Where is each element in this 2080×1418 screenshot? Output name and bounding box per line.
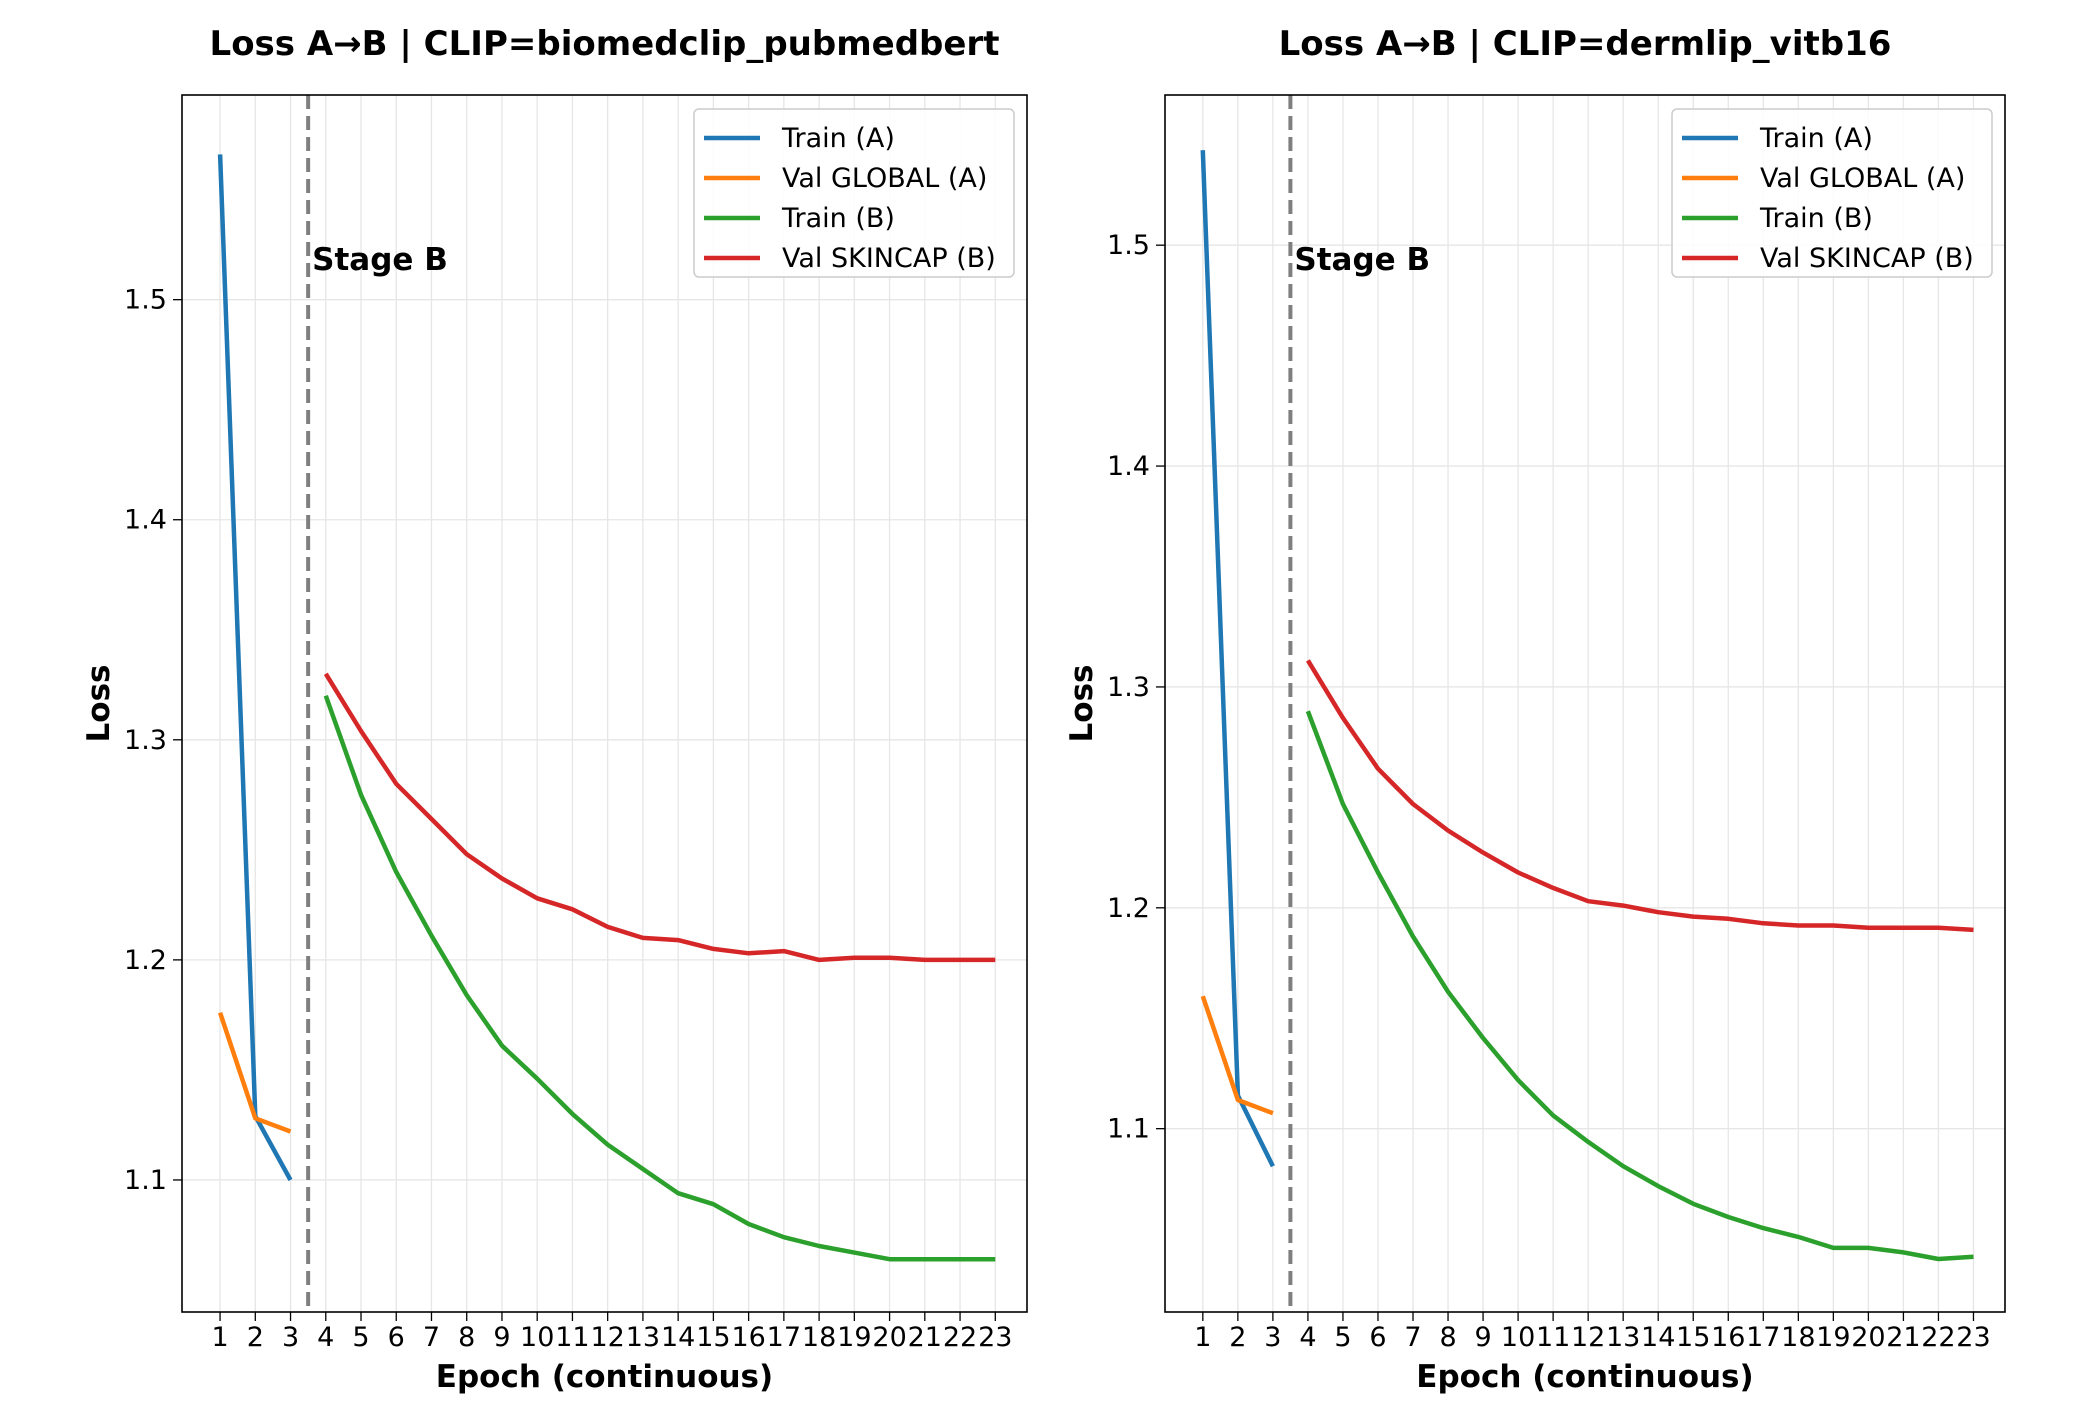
x-tick-label: 7	[423, 1322, 440, 1353]
x-tick-label: 8	[458, 1322, 475, 1353]
x-tick-label: 21	[908, 1322, 942, 1353]
x-tick-label: 23	[978, 1322, 1012, 1353]
y-tick-label: 1.3	[1107, 672, 1150, 703]
legend-label: Val SKINCAP (B)	[1760, 243, 1974, 274]
legend-label: Val SKINCAP (B)	[782, 243, 996, 274]
x-tick-label: 20	[872, 1322, 906, 1353]
x-tick-label: 10	[520, 1322, 554, 1353]
x-tick-label: 1	[1194, 1322, 1211, 1353]
x-tick-label: 14	[1641, 1322, 1675, 1353]
legend: Train (A) Val GLOBAL (A) Train (B) Val SKIN…	[1672, 109, 1992, 277]
legend-label: Val GLOBAL (A)	[782, 163, 987, 194]
y-tick-label: 1.3	[124, 725, 167, 756]
x-tick-label: 3	[1264, 1322, 1281, 1353]
x-tick-label: 7	[1404, 1322, 1421, 1353]
x-tick-label: 2	[247, 1322, 264, 1353]
x-tick-label: 12	[590, 1322, 624, 1353]
x-tick-label: 15	[1676, 1322, 1710, 1353]
legend-label: Train (B)	[1759, 203, 1873, 234]
legend-label: Train (A)	[1759, 123, 1873, 154]
x-tick-label: 15	[696, 1322, 730, 1353]
legend-label: Val GLOBAL (A)	[1760, 163, 1965, 194]
x-tick-label: 11	[555, 1322, 589, 1353]
x-tick-label: 18	[802, 1322, 836, 1353]
x-tick-label: 23	[1956, 1322, 1990, 1353]
x-axis-label: Epoch (continuous)	[436, 1359, 773, 1395]
y-tick-label: 1.5	[124, 285, 167, 316]
x-tick-label: 5	[1334, 1322, 1351, 1353]
x-tick-label: 21	[1886, 1322, 1920, 1353]
x-tick-label: 16	[1711, 1322, 1745, 1353]
chart-title: Loss A→B | CLIP=biomedclip_pubmedbert	[210, 24, 1000, 64]
x-tick-label: 10	[1501, 1322, 1535, 1353]
legend-label: Train (A)	[781, 123, 895, 154]
x-tick-label: 16	[731, 1322, 765, 1353]
legend-label: Train (B)	[781, 203, 895, 234]
x-tick-label: 4	[1299, 1322, 1316, 1353]
x-tick-label: 19	[837, 1322, 871, 1353]
x-tick-label: 12	[1571, 1322, 1605, 1353]
y-tick-label: 1.1	[1107, 1114, 1150, 1145]
x-tick-label: 22	[943, 1322, 977, 1353]
y-tick-label: 1.1	[124, 1165, 167, 1196]
x-tick-label: 8	[1439, 1322, 1456, 1353]
y-tick-label: 1.2	[124, 945, 167, 976]
legend: Train (A) Val GLOBAL (A) Train (B) Val SKIN…	[694, 109, 1014, 277]
stage-boundary-label: Stage B	[312, 242, 448, 278]
y-axis-label: Loss	[1064, 665, 1100, 743]
x-tick-label: 9	[493, 1322, 510, 1353]
x-tick-label: 3	[282, 1322, 299, 1353]
y-tick-label: 1.2	[1107, 893, 1150, 924]
x-tick-label: 2	[1229, 1322, 1246, 1353]
x-axis-label: Epoch (continuous)	[1416, 1359, 1753, 1395]
x-tick-label: 4	[317, 1322, 334, 1353]
y-tick-label: 1.4	[1107, 451, 1150, 482]
x-tick-label: 1	[211, 1322, 228, 1353]
x-tick-label: 9	[1474, 1322, 1491, 1353]
x-tick-label: 6	[1369, 1322, 1386, 1353]
x-tick-label: 18	[1781, 1322, 1815, 1353]
x-tick-label: 20	[1851, 1322, 1885, 1353]
x-tick-label: 5	[352, 1322, 369, 1353]
x-tick-label: 14	[661, 1322, 695, 1353]
y-axis-label: Loss	[81, 665, 117, 743]
x-tick-label: 17	[767, 1322, 801, 1353]
y-tick-label: 1.4	[124, 505, 167, 536]
x-tick-label: 13	[1606, 1322, 1640, 1353]
x-tick-label: 17	[1746, 1322, 1780, 1353]
x-tick-label: 6	[388, 1322, 405, 1353]
x-tick-label: 11	[1536, 1322, 1570, 1353]
x-tick-label: 22	[1921, 1322, 1955, 1353]
stage-boundary-label: Stage B	[1294, 242, 1430, 278]
x-tick-label: 13	[626, 1322, 660, 1353]
x-tick-label: 19	[1816, 1322, 1850, 1353]
y-tick-label: 1.5	[1107, 230, 1150, 261]
chart-title: Loss A→B | CLIP=dermlip_vitb16	[1279, 24, 1892, 64]
